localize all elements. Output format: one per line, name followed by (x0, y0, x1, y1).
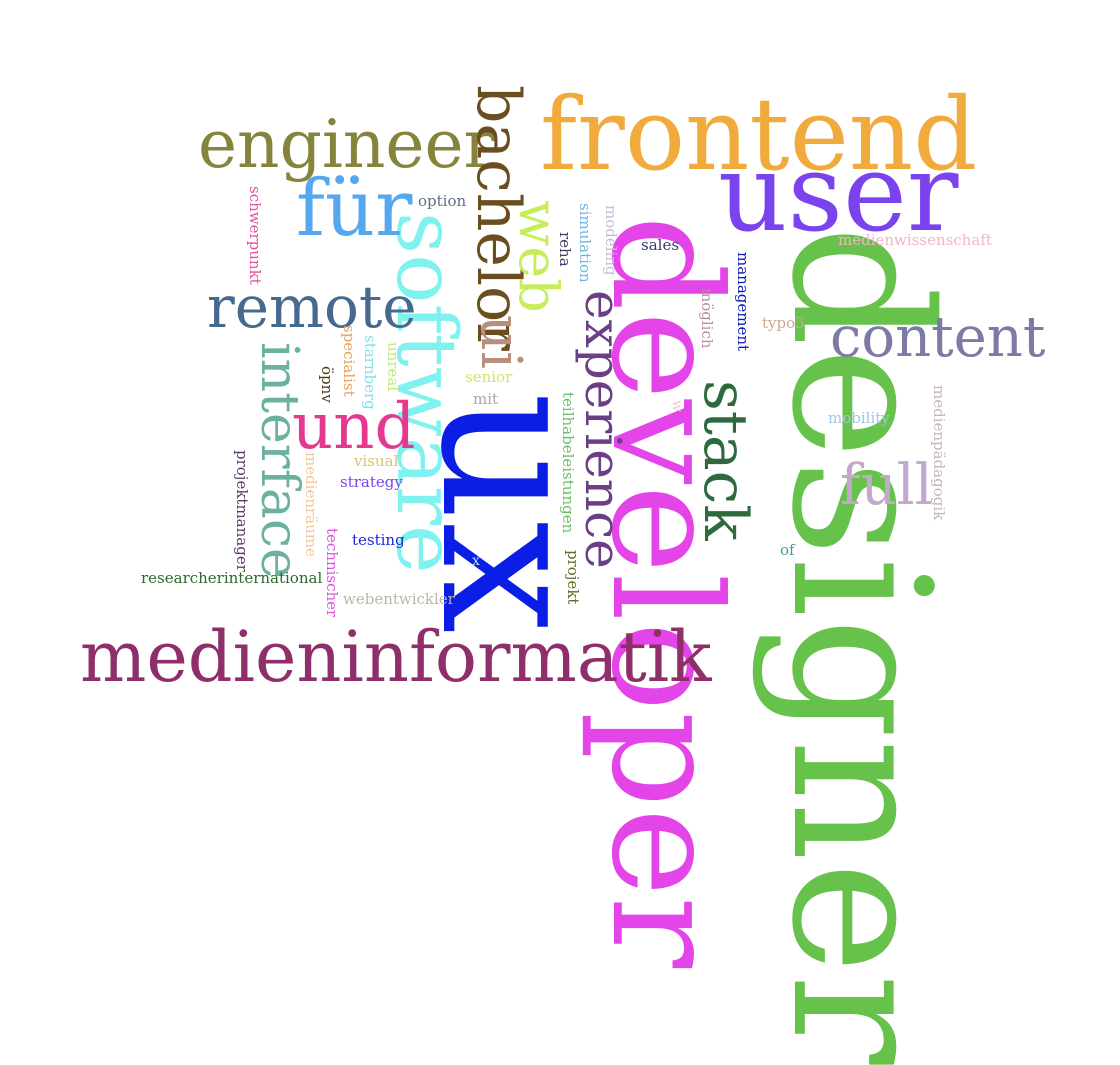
word-projekt: projekt (564, 550, 582, 605)
word-medienpadagogik: medienpädagogik (930, 385, 948, 521)
word-und: und (292, 390, 416, 464)
word-remote: remote (207, 273, 417, 341)
word-reha: reha (556, 232, 574, 267)
word-of: of (780, 541, 795, 559)
word-stack: stack (690, 380, 760, 541)
word-cloud: designer developer ux user frontend soft… (80, 76, 1046, 1065)
word-moglich: möglich (698, 288, 716, 349)
word-user: user (718, 131, 959, 256)
word-x: x (472, 553, 480, 569)
word-webentwickler: webentwickler (343, 590, 455, 608)
word-opnv: öpnv (318, 366, 336, 403)
word-modeling: modeling (602, 205, 620, 276)
word-engineer: engineer (198, 106, 496, 183)
word-medienraume: medienräume (302, 452, 320, 557)
word-starnberg: starnberg (361, 335, 379, 410)
word-senior: senior (465, 368, 513, 386)
word-specialist: specialist (340, 325, 358, 397)
word-teilhabeleistungen: teilhabeleistungen (559, 392, 577, 534)
word-unreal: unreal (384, 342, 402, 392)
word-technischer: technischer (323, 528, 341, 618)
word-management: management (734, 252, 752, 352)
word-option: option (418, 192, 467, 210)
word-projektmanager: projektmanager (233, 450, 251, 572)
word-full: full (840, 453, 933, 518)
word-frontend: frontend (540, 76, 978, 193)
word-fur: für (296, 164, 413, 254)
word-mobility: mobility (828, 409, 890, 427)
word-medieninformatik: medieninformatik (80, 616, 712, 698)
word-schwerpunkt: schwerpunkt (246, 186, 264, 285)
word-researcherinternational: researcherinternational (141, 569, 323, 587)
word-typo3: typo3 (762, 314, 805, 332)
word-content: content (830, 305, 1046, 370)
word-simulation: simulation (576, 203, 594, 283)
word-mit: mit (473, 390, 499, 408)
word-visual: visual (354, 452, 399, 470)
word-medienwissenschaft: medienwissenschaft (838, 231, 992, 249)
word-sales: sales (641, 236, 680, 254)
word-strategy: strategy (340, 473, 403, 491)
word-testing: testing (352, 531, 405, 549)
word-w: w (669, 400, 685, 412)
word-ui: ui (468, 315, 533, 369)
word-experience: experience (574, 290, 632, 569)
